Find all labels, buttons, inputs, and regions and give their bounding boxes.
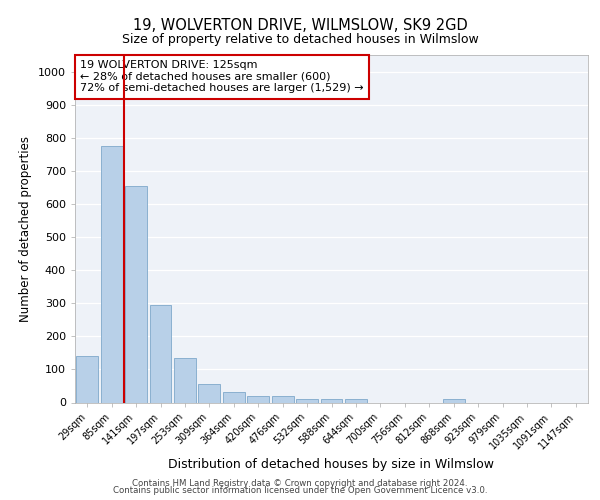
Bar <box>223 392 245 402</box>
Bar <box>174 358 196 403</box>
Bar <box>101 146 122 403</box>
Bar <box>320 399 343 402</box>
Bar <box>247 396 269 402</box>
Bar <box>296 398 318 402</box>
X-axis label: Distribution of detached houses by size in Wilmslow: Distribution of detached houses by size … <box>169 458 494 470</box>
Text: Contains HM Land Registry data © Crown copyright and database right 2024.: Contains HM Land Registry data © Crown c… <box>132 478 468 488</box>
Bar <box>345 399 367 402</box>
Bar <box>199 384 220 402</box>
Bar <box>443 399 464 402</box>
Text: 19 WOLVERTON DRIVE: 125sqm
← 28% of detached houses are smaller (600)
72% of sem: 19 WOLVERTON DRIVE: 125sqm ← 28% of deta… <box>80 60 364 94</box>
Y-axis label: Number of detached properties: Number of detached properties <box>19 136 32 322</box>
Bar <box>125 186 147 402</box>
Text: Contains public sector information licensed under the Open Government Licence v3: Contains public sector information licen… <box>113 486 487 495</box>
Bar <box>149 305 172 402</box>
Bar <box>272 396 293 402</box>
Bar <box>76 356 98 403</box>
Text: 19, WOLVERTON DRIVE, WILMSLOW, SK9 2GD: 19, WOLVERTON DRIVE, WILMSLOW, SK9 2GD <box>133 18 467 32</box>
Text: Size of property relative to detached houses in Wilmslow: Size of property relative to detached ho… <box>122 32 478 46</box>
